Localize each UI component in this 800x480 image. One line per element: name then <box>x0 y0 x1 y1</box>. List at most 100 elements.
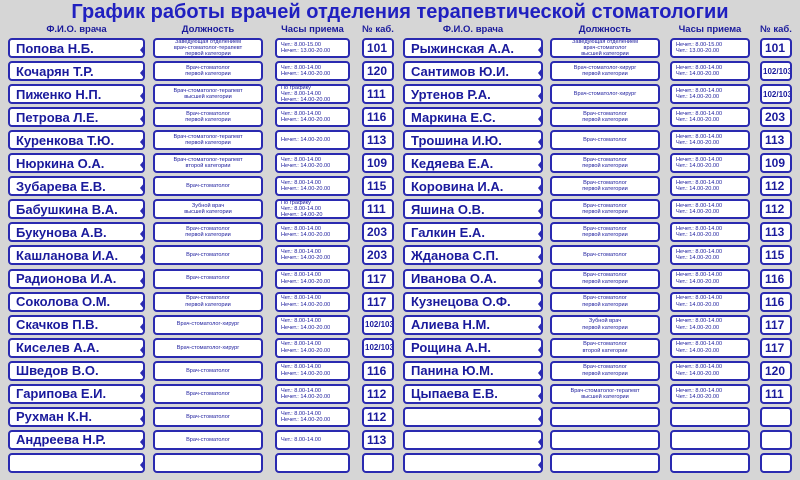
position-cell <box>550 429 660 450</box>
hours-cell: Нечет.: 8.00-14.00 Чет.: 14.00-20.00 <box>670 245 750 266</box>
room-cell: 117 <box>362 291 394 312</box>
hours-cell: Нечет.: 8.00-14.00 Чет.: 14.00-20.00 <box>670 153 750 174</box>
hours-line: Чет.: 14.00-20.00 <box>676 393 720 400</box>
hours-line: Чет.: 8.00-14.00 <box>281 387 322 394</box>
position-cell: Врач-стоматолог <box>153 406 263 427</box>
hours-cell: По графику Чет.: 8.00-14.00 Нечет.: 14.00-… <box>275 199 350 220</box>
hours-line: Нечет.: 14.00-20.00 <box>281 370 331 377</box>
position-line: первой категории <box>582 370 628 377</box>
position-line: первой категории <box>185 301 231 308</box>
hours-cell: Нечет.: 8.00-14.00 Чет.: 14.00-20.00 <box>670 130 750 151</box>
position-line: Врач-стоматолог <box>583 137 627 144</box>
position-line: первой категории <box>582 71 628 78</box>
name-cell <box>403 452 543 473</box>
position-cell: Врач-стоматолог первой категории <box>153 61 263 82</box>
name-cell: Жданова С.П. <box>403 245 543 266</box>
position-line: врач-стоматолог-терапевт <box>173 44 243 51</box>
position-cell: Врач-стоматолог первой категории <box>550 176 660 197</box>
name-cell: Пиженко Н.П. <box>8 84 145 105</box>
position-line: Врач-стоматолог-хирург <box>176 321 240 328</box>
hours-cell: Чет.: 8.00-14.00 Нечет.: 14.00-20.00 <box>275 176 350 197</box>
hours-line: Нечет.: 14.00-20.00 <box>281 232 331 239</box>
hours-line: Чет.: 14.00-20.00 <box>676 94 720 101</box>
room-cell: 102/103 <box>760 84 792 105</box>
position-line: Врач-стоматолог <box>186 390 230 397</box>
room-cell: 109 <box>362 153 394 174</box>
hours-cell: Нечет.: 8.00-14.00 Чет.: 14.00-20.00 <box>670 199 750 220</box>
position-cell: Врач-стоматолог первой категории <box>550 153 660 174</box>
hours-line: Чет.: 8.00-14.00 <box>281 436 322 443</box>
position-line: Врач-стоматолог <box>583 157 627 164</box>
name-cell: Соколова О.М. <box>8 291 145 312</box>
hours-line: Нечет.: 14.00-20.00 <box>281 301 331 308</box>
hours-line: Чет.: 8.00-14.00 <box>281 272 322 279</box>
position-line: первой категории <box>185 51 231 58</box>
position-line: высшей категории <box>184 209 232 216</box>
hours-line: Нечет.: 8.00-14.00 <box>676 133 723 140</box>
hours-cell: Чет.: 8.00-14.00 Нечет.: 14.00-20.00 <box>275 291 350 312</box>
room-cell: 111 <box>362 199 394 220</box>
hours-cell: Чет.: 8.00-14.00 Нечет.: 14.00-20.00 <box>275 245 350 266</box>
hours-cell: По графику Чет.: 8.00-14.00 Нечет.: 14.00-… <box>275 84 350 105</box>
hours-cell: Чет.: 8.00-14.00 Нечет.: 14.00-20.00 <box>275 222 350 243</box>
room-cell: 113 <box>760 130 792 151</box>
position-cell: Врач-стоматолог первой категории <box>550 222 660 243</box>
position-line: первой категории <box>582 278 628 285</box>
position-line: Зубной врач <box>191 203 225 210</box>
hours-line: Нечет.: 8.00-14.00 <box>676 318 723 325</box>
position-cell: Врач-стоматолог <box>550 130 660 151</box>
position-line: первой категории <box>582 301 628 308</box>
position-cell: Врач-стоматолог первой категории <box>153 107 263 128</box>
position-line: первой категории <box>582 232 628 239</box>
name-cell: Рощина А.Н. <box>403 337 543 358</box>
hours-line: Нечет.: 8.00-15.00 <box>676 41 723 48</box>
position-line: первой категории <box>582 186 628 193</box>
position-cell: Врач-стоматолог первой категории <box>550 360 660 381</box>
hours-cell <box>670 452 750 473</box>
room-cell: 203 <box>362 222 394 243</box>
name-cell: Киселев А.А. <box>8 337 145 358</box>
name-cell: Скачков П.В. <box>8 314 145 335</box>
name-cell <box>403 429 543 450</box>
position-line: Врач-стоматолог <box>583 341 627 348</box>
position-cell: Врач-стоматолог первой категории <box>153 222 263 243</box>
name-cell: Куренкова Т.Ю. <box>8 130 145 151</box>
position-line: Заведующая отделением <box>571 38 639 45</box>
hours-line: Нечет.: 8.00-14.00 <box>676 387 723 394</box>
hours-line: Нечет.: 8.00-14.00 <box>676 341 723 348</box>
position-line: Врач-стоматолог-хирург <box>573 64 637 71</box>
hours-cell: Чет.: 8.00-14.00 Нечет.: 14.00-20.00 <box>275 107 350 128</box>
position-cell <box>550 452 660 473</box>
hours-line: Нечет.: 8.00-14.00 <box>676 364 723 371</box>
position-cell: Врач-стоматолог <box>153 268 263 289</box>
hours-cell: Нечет.: 8.00-14.00 Чет.: 14.00-20.00 <box>670 268 750 289</box>
hours-cell: Нечет.: 8.00-14.00 Чет.: 14.00-20.00 <box>670 176 750 197</box>
position-line: Врач-стоматолог-хирург <box>573 90 637 97</box>
position-cell: Зубной врач первой категории <box>550 314 660 335</box>
hours-line: Чет.: 8.00-14.00 <box>281 110 322 117</box>
hours-line: Чет.: 8.00-14.00 <box>281 226 322 233</box>
room-cell: 116 <box>362 360 394 381</box>
column-header: Ф.И.О. врача <box>46 24 107 35</box>
hours-cell: Нечет.: 8.00-14.00 Чет.: 14.00-20.00 <box>670 383 750 404</box>
hours-cell: Нечет.: 8.00-15.00 Чет.: 13.00-20.00 <box>670 38 750 58</box>
name-cell: Шведов В.О. <box>8 360 145 381</box>
hours-line: Чет.: 8.00-14.00 <box>281 91 322 97</box>
position-line: Врач-стоматолог <box>583 110 627 117</box>
name-cell <box>403 406 543 427</box>
name-cell: Попова Н.Б. <box>8 38 145 58</box>
hours-line: Чет.: 14.00-20.00 <box>676 163 720 170</box>
hours-cell: Нечет.: 8.00-14.00 Чет.: 14.00-20.00 <box>670 61 750 82</box>
position-cell: Врач-стоматолог-терапевт высшей категории <box>550 383 660 404</box>
hours-cell: Чет.: 8.00-14.00 Нечет.: 14.00-20.00 <box>275 268 350 289</box>
hours-line: Нечет.: 14.00-20.00 <box>281 71 331 78</box>
name-cell: Рухман К.Н. <box>8 406 145 427</box>
hours-cell: Чет.: 8.00-14.00 Нечет.: 14.00-20.00 <box>275 406 350 427</box>
position-cell: Врач-стоматолог-хирург <box>153 314 263 335</box>
position-line: Врач-стоматолог-терапевт <box>173 133 243 140</box>
position-line: второй категории <box>185 163 231 170</box>
name-cell: Кузнецова О.Ф. <box>403 291 543 312</box>
room-cell <box>760 452 792 473</box>
hours-line: Нечет.: 8.00-14.00 <box>676 203 723 210</box>
name-cell: Андреева Н.Р. <box>8 429 145 450</box>
